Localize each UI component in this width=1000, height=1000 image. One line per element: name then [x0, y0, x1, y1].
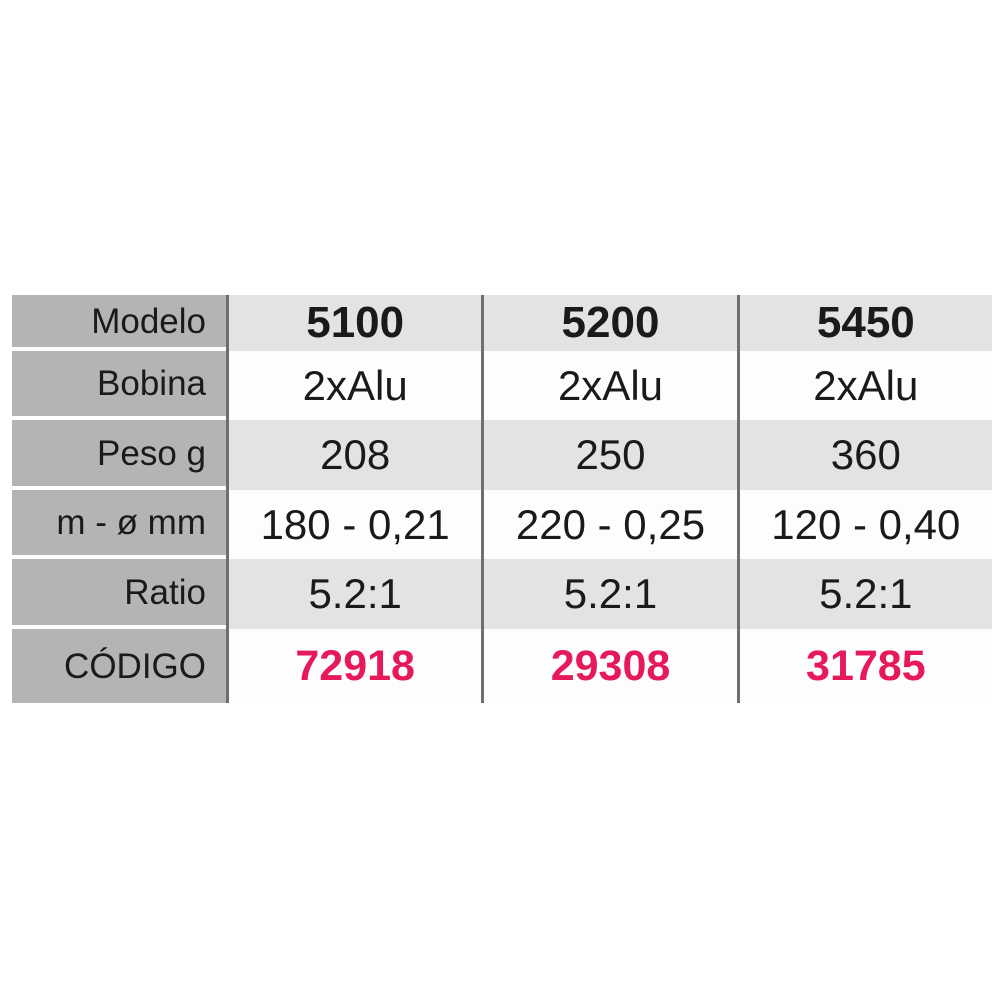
model-5450-header: 5450 [736, 295, 992, 351]
peso-5450: 360 [736, 420, 992, 490]
metros-5450: 120 - 0,40 [736, 490, 992, 559]
metros-5100: 180 - 0,21 [226, 490, 482, 559]
row-label-codigo: CÓDIGO [12, 629, 226, 703]
codigo-5100: 72918 [226, 629, 482, 703]
bobina-5450: 2xAlu [736, 351, 992, 420]
ratio-5450: 5.2:1 [736, 559, 992, 629]
row-label-ratio: Ratio [12, 559, 226, 629]
row-label-peso: Peso g [12, 420, 226, 490]
model-5200-header: 5200 [481, 295, 737, 351]
codigo-5450: 31785 [736, 629, 992, 703]
bobina-5200: 2xAlu [481, 351, 737, 420]
codigo-5200: 29308 [481, 629, 737, 703]
metros-5200: 220 - 0,25 [481, 490, 737, 559]
ratio-5100: 5.2:1 [226, 559, 482, 629]
row-label-metros-diametro: m - ø mm [12, 490, 226, 559]
peso-5200: 250 [481, 420, 737, 490]
row-label-modelo: Modelo [12, 295, 226, 351]
ratio-5200: 5.2:1 [481, 559, 737, 629]
peso-5100: 208 [226, 420, 482, 490]
bobina-5100: 2xAlu [226, 351, 482, 420]
model-5100-header: 5100 [226, 295, 482, 351]
spec-table: Modelo 5100 5200 5450 Bobina 2xAlu 2xAlu… [12, 295, 992, 703]
row-label-bobina: Bobina [12, 351, 226, 420]
